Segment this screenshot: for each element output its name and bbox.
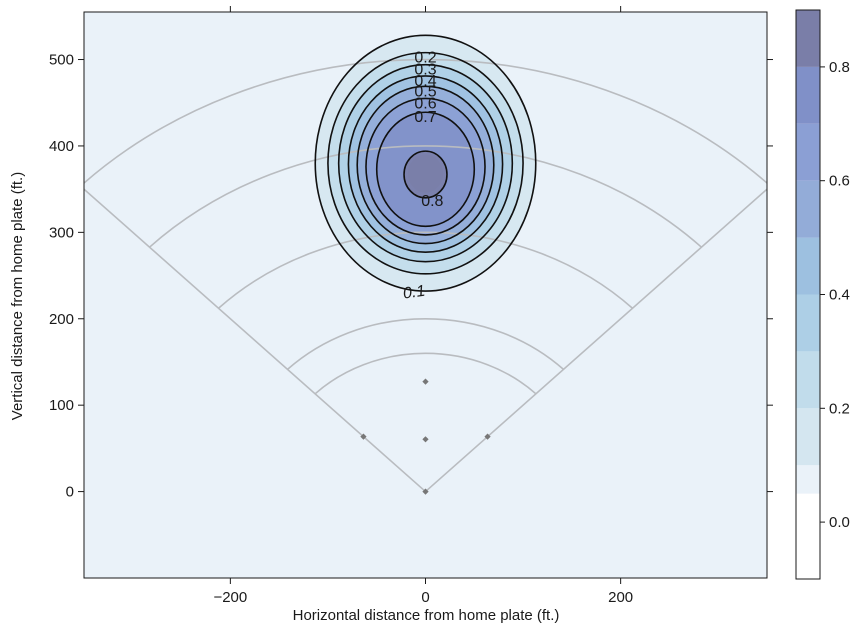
y-tick-label: 300 — [49, 224, 74, 241]
y-axis: 0 100 200 300 400 500 — [49, 52, 773, 501]
density-fill — [315, 35, 536, 292]
colorbar-bin — [796, 465, 820, 494]
base-first — [484, 433, 491, 440]
contour-label-0.7: 0.7 — [414, 109, 436, 126]
colorbar-tick-label: 0.4 — [829, 287, 850, 304]
colorbar-bin — [796, 180, 820, 238]
colorbar-bin — [796, 408, 820, 466]
contour-line-0.5 — [356, 85, 495, 245]
base-home — [422, 488, 429, 495]
x-tick-label: 0 — [421, 589, 429, 606]
y-tick-label: 400 — [49, 138, 74, 155]
colorbar-bin — [796, 10, 820, 67]
colorbar-bin — [796, 123, 820, 181]
foul-line-left — [84, 188, 427, 493]
colorbar-tick-label: 0.6 — [829, 173, 850, 190]
contour-line-0.6 — [365, 97, 486, 236]
base-second — [422, 378, 429, 385]
field-arc — [217, 231, 634, 309]
contour-label-0.6: 0.6 — [414, 95, 436, 112]
field-arc — [148, 145, 703, 248]
contour-line-0.1 — [314, 34, 537, 292]
colorbar-bin — [796, 351, 820, 409]
contour-label-0.8: 0.8 — [421, 193, 443, 210]
colorbar-tick-label: 0.0 — [829, 514, 850, 531]
y-axis-title: Vertical distance from home plate (ft.) — [9, 172, 26, 420]
contour-line-0.7 — [375, 111, 476, 228]
contour-line-0.3 — [337, 63, 514, 263]
colorbar: 0.0 0.2 0.4 0.6 0.8 — [795, 9, 850, 580]
contour-line-0.8 — [403, 150, 448, 199]
colorbar-bin — [796, 237, 820, 295]
foul-line-right — [424, 188, 767, 493]
base-third — [360, 433, 367, 440]
y-tick-label: 100 — [49, 397, 74, 414]
y-tick-label: 200 — [49, 311, 74, 328]
x-axis-title: Horizontal distance from home plate (ft.… — [293, 607, 560, 624]
x-tick-label: −200 — [213, 589, 247, 606]
contour-label-0.2: 0.2 — [414, 50, 436, 67]
field-arc — [84, 58, 767, 185]
contour-lines — [314, 34, 537, 292]
colorbar-bin — [796, 66, 820, 124]
colorbar-bin — [796, 493, 820, 579]
base-mound — [422, 436, 429, 443]
contour-line-0.4 — [347, 75, 504, 254]
y-tick-label: 500 — [49, 52, 74, 69]
contour-labels: 0.1 0.20.30.40.50.60.7 0.8 — [402, 50, 444, 303]
contour-line-0.2 — [327, 51, 524, 275]
contour-label-0.3: 0.3 — [414, 62, 436, 79]
contour-label-0.4: 0.4 — [414, 73, 436, 90]
x-axis: −200 0 200 — [213, 6, 633, 606]
y-tick-label: 0 — [66, 484, 74, 501]
colorbar-tick-label: 0.8 — [829, 59, 850, 76]
density-peak — [407, 154, 444, 193]
x-tick-label: 200 — [608, 589, 633, 606]
baseball-field — [84, 58, 767, 495]
colorbar-bin — [796, 294, 820, 352]
colorbar-tick-label: 0.2 — [829, 400, 850, 417]
field-arc — [314, 352, 537, 395]
contour-label-0.1: 0.1 — [402, 283, 426, 303]
field-arc — [286, 318, 565, 370]
contour-label-0.5: 0.5 — [414, 83, 436, 100]
